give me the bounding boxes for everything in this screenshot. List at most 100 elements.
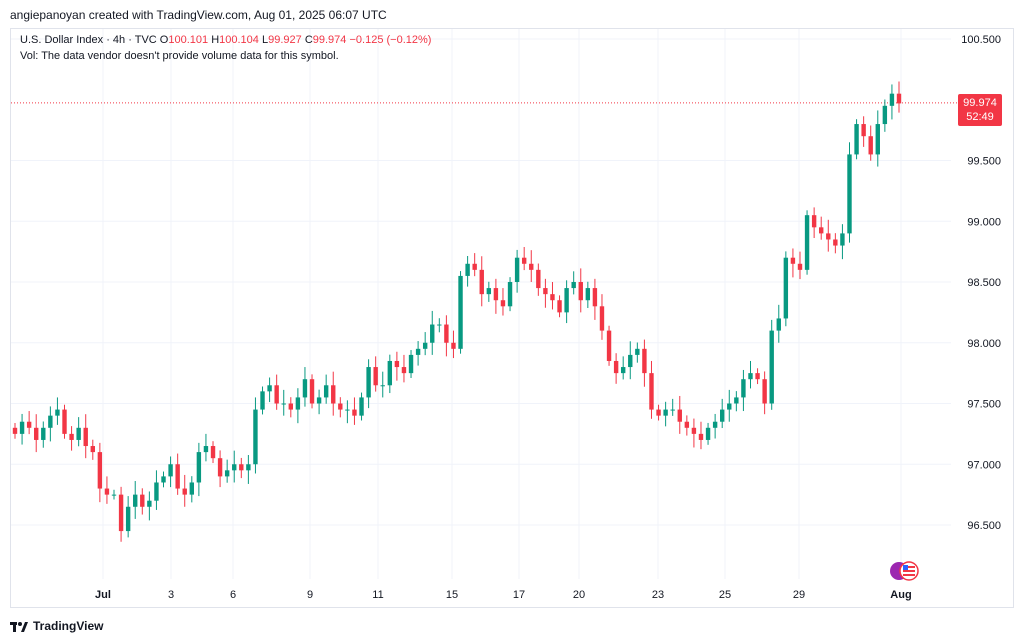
candle-body	[415, 348, 421, 355]
x-tick-label: 15	[446, 589, 458, 601]
candle-body	[19, 421, 25, 434]
candle-body	[691, 427, 697, 434]
symbol-label[interactable]: U.S. Dollar Index · 4h · TVC	[20, 34, 157, 46]
candle-body	[514, 257, 520, 282]
us-flag-icon[interactable]	[890, 560, 920, 587]
close-label: C	[304, 34, 313, 46]
ohlc-legend: U.S. Dollar Index · 4h · TVC O100.101 H1…	[20, 34, 431, 46]
candle-body	[762, 379, 767, 404]
candle-body	[422, 342, 428, 349]
candle-body	[529, 263, 534, 270]
y-tick-label: 98.000	[967, 338, 1001, 350]
candle-body	[451, 342, 456, 349]
candle-body	[826, 233, 831, 240]
candle-body	[783, 257, 789, 319]
candle-body	[790, 257, 796, 264]
candle-body	[479, 269, 484, 295]
candle-body	[677, 409, 682, 422]
candle-body	[889, 93, 895, 106]
candle-body	[210, 446, 216, 459]
candle-body	[401, 367, 407, 374]
candle-body	[338, 403, 343, 410]
candle-body	[458, 275, 463, 349]
candle-body	[62, 409, 67, 434]
candle-body	[288, 403, 294, 410]
candle-body	[274, 385, 279, 404]
x-tick-label: 3	[168, 589, 174, 601]
candle-body	[840, 233, 845, 246]
candle-body	[203, 446, 209, 453]
candle-body	[727, 403, 732, 410]
x-tick-label: 11	[372, 589, 383, 601]
candle-body	[620, 367, 626, 374]
x-tick-label: 17	[513, 589, 525, 601]
candle-body	[606, 330, 612, 361]
candle-body	[797, 263, 803, 270]
candle-body	[83, 427, 88, 447]
bar-countdown: 52:49	[966, 111, 994, 123]
candle-body	[125, 506, 131, 532]
candle-body	[734, 397, 739, 404]
candle-body	[224, 470, 230, 477]
candle-body	[380, 385, 385, 387]
candle-body	[111, 494, 117, 496]
candle-body	[748, 373, 753, 380]
x-tick-label: 29	[793, 589, 805, 601]
candle-body	[585, 288, 591, 301]
candle-body	[437, 324, 442, 326]
candle-body	[118, 494, 124, 532]
candle-body	[394, 360, 400, 368]
candle-body	[628, 354, 633, 368]
candle-body	[444, 324, 449, 343]
candle-body	[147, 500, 152, 507]
chart-credit: angiepanoyan created with TradingView.co…	[10, 8, 387, 22]
candle-body	[599, 306, 605, 331]
candle-body	[854, 124, 859, 155]
candle-body	[557, 300, 562, 313]
candle-body	[896, 93, 902, 104]
volume-note: Vol: The data vendor doesn't provide vol…	[20, 50, 339, 62]
candle-body	[720, 409, 725, 422]
candle-body	[239, 464, 244, 471]
candle-body	[26, 421, 32, 428]
candle-body	[69, 433, 74, 440]
candle-body	[161, 476, 166, 483]
candle-body	[486, 288, 492, 295]
current-price: 99.974	[963, 97, 997, 109]
candle-body	[698, 433, 704, 440]
candle-body	[769, 330, 774, 404]
candle-body	[12, 427, 18, 434]
candle-body	[48, 415, 53, 428]
candle-body	[387, 360, 393, 386]
footer-brand[interactable]: TradingView	[10, 619, 103, 633]
close-value: 99.974	[312, 34, 347, 46]
candle-body	[217, 458, 223, 477]
candle-body	[76, 427, 81, 440]
y-tick-label: 97.000	[967, 459, 1001, 471]
candle-body	[430, 324, 435, 343]
candle-body	[232, 464, 237, 471]
tradingview-logo-icon	[10, 621, 28, 632]
candle-body	[663, 409, 668, 416]
price-chart[interactable]: 100.500 99.500 99.000 98.500 98.000 97.500 97.…	[11, 29, 1013, 607]
x-tick-label: Jul	[95, 589, 111, 601]
candle-body	[670, 409, 675, 411]
candle-body	[175, 464, 180, 489]
candle-body	[316, 397, 322, 404]
candle-body	[642, 348, 647, 374]
y-tick-label: 96.500	[967, 520, 1001, 532]
candle-body	[97, 452, 103, 489]
candle-body	[90, 446, 95, 453]
brand-name: TradingView	[33, 619, 104, 633]
candle-body	[571, 282, 576, 289]
candle-body	[189, 482, 194, 495]
candle-body	[345, 409, 350, 411]
x-tick-label: 20	[573, 589, 585, 601]
candle-body	[281, 403, 286, 405]
candle-body	[41, 427, 46, 440]
x-tick-label: 23	[652, 589, 664, 601]
x-tick-label: 9	[307, 589, 313, 601]
candle-body	[465, 263, 470, 276]
candle-body	[613, 360, 619, 374]
candle-body	[656, 409, 661, 416]
